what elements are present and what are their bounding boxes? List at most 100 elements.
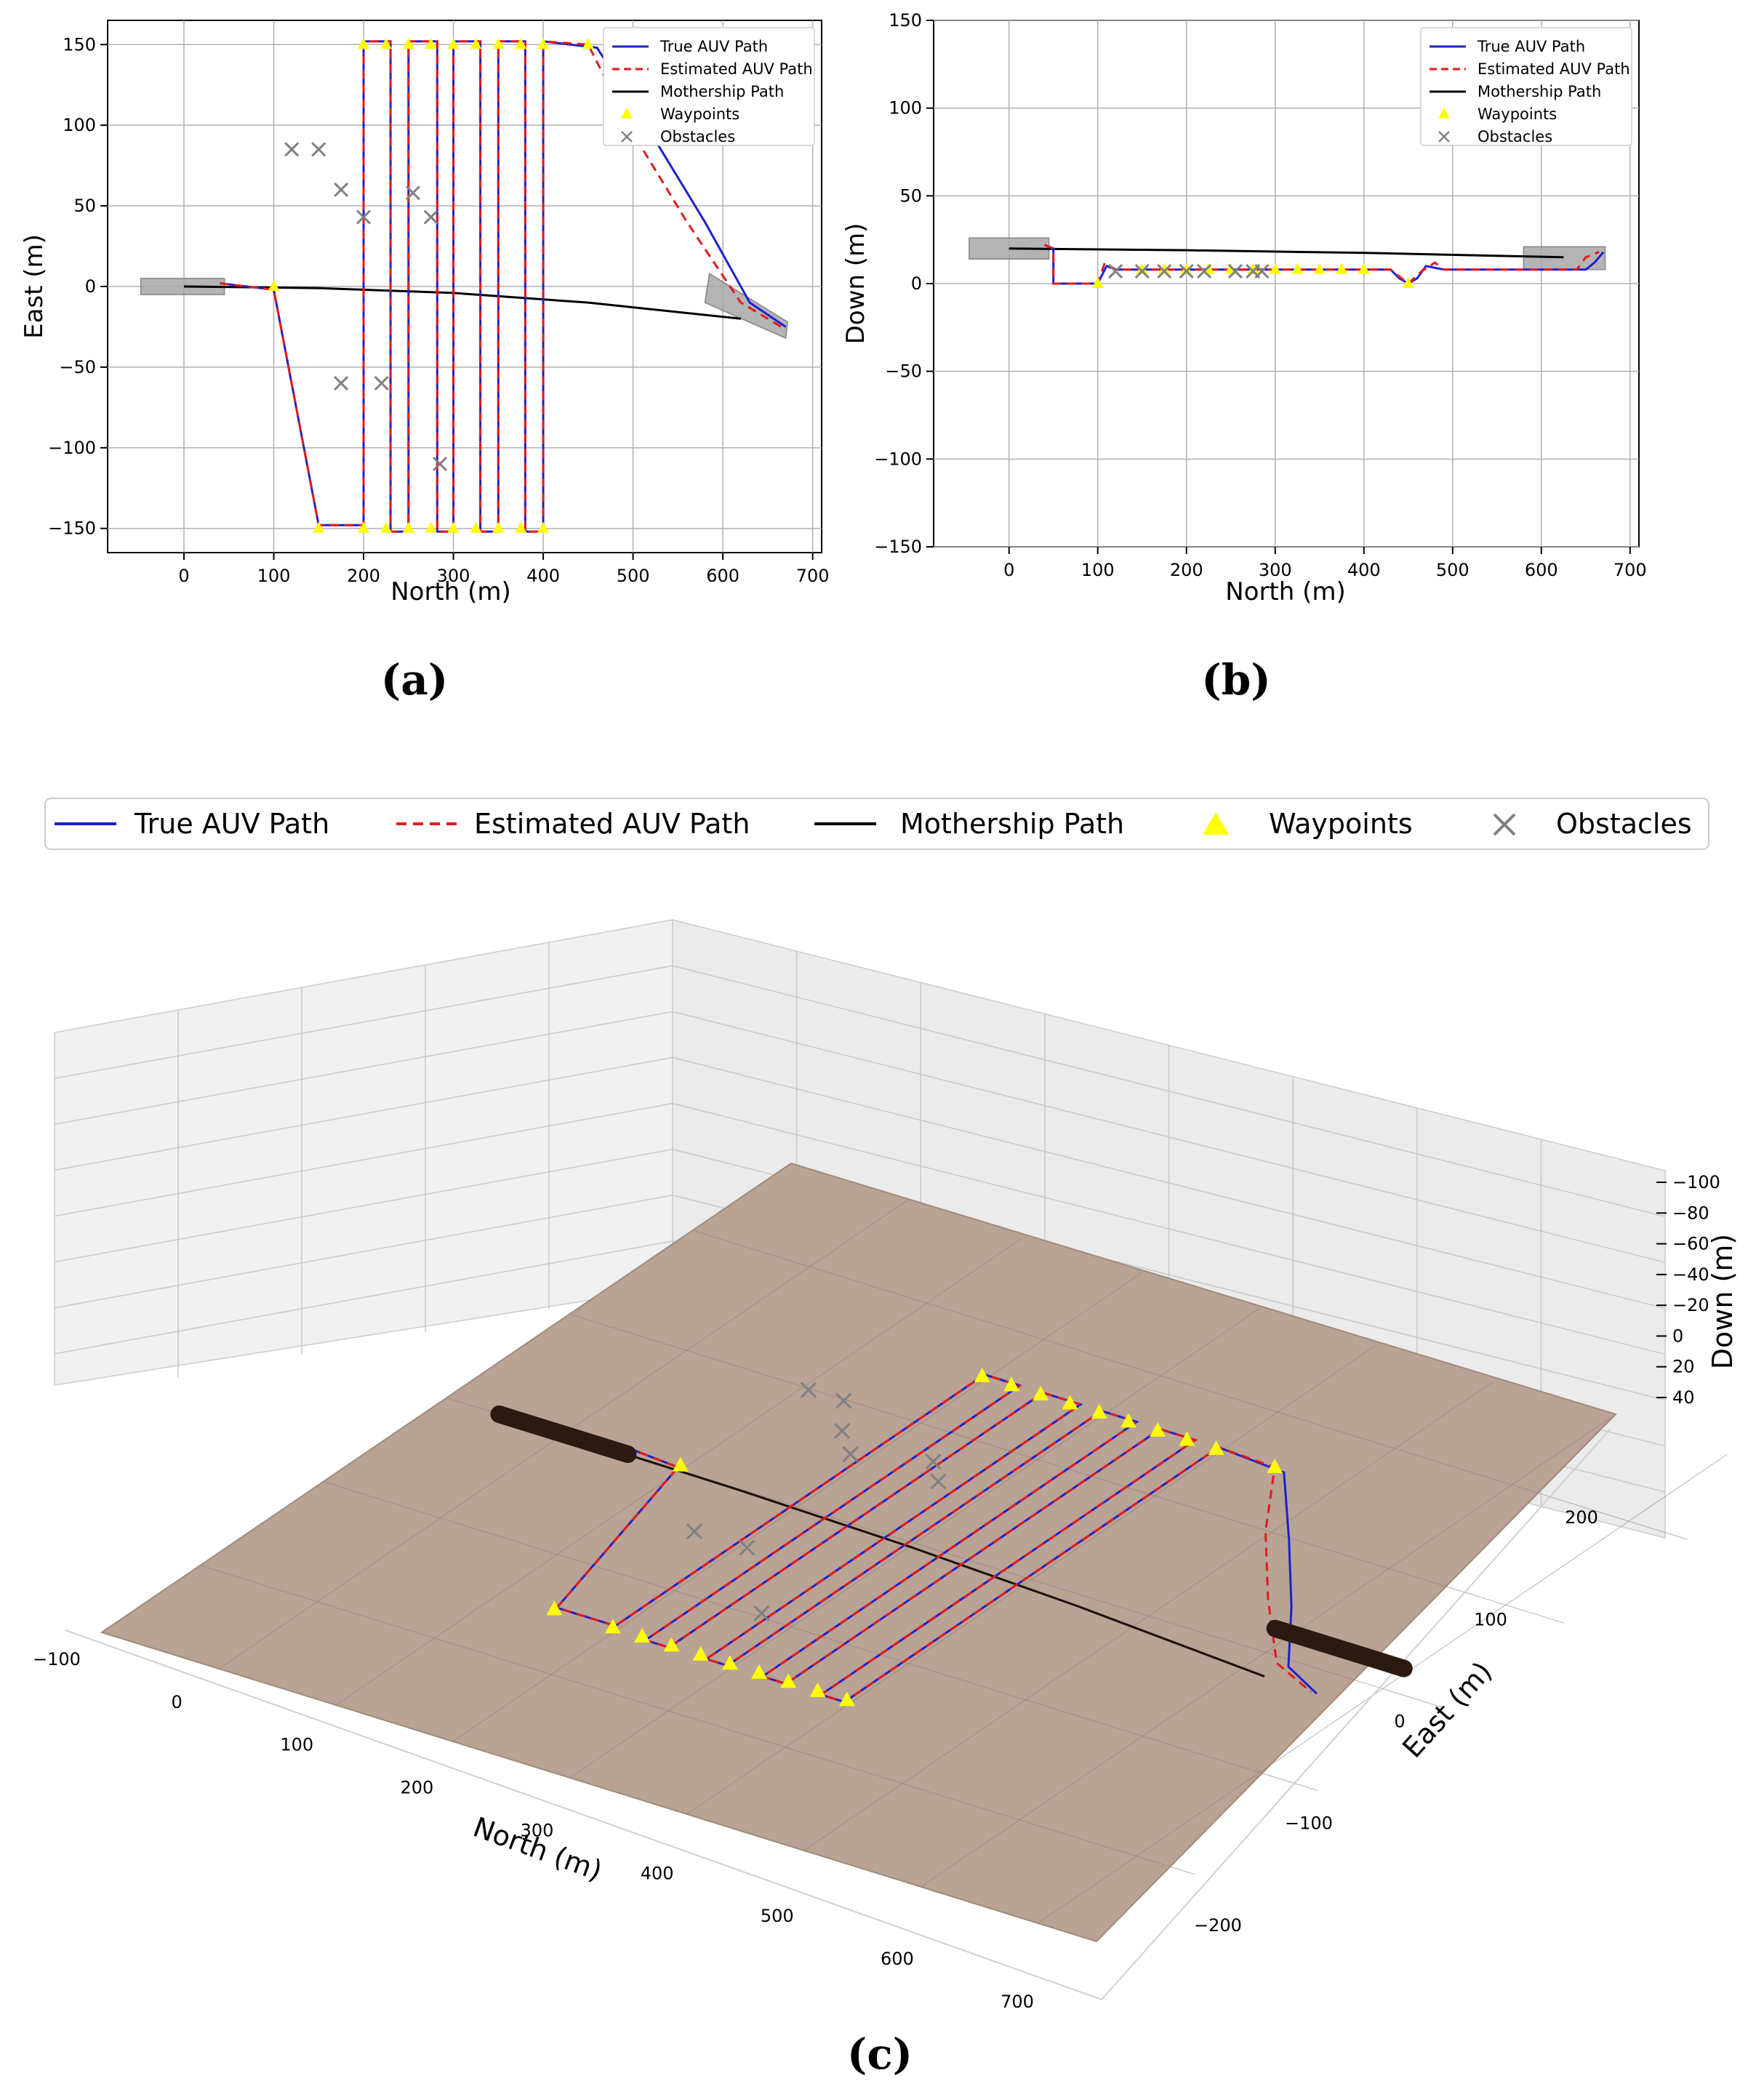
panel-b-waypoint bbox=[1269, 262, 1281, 274]
panel-b-waypoint bbox=[1180, 262, 1192, 274]
panel-a-waypoint bbox=[582, 38, 594, 49]
panel-b-xtick-label: 200 bbox=[1170, 560, 1203, 580]
panel-c-xtick-label: 700 bbox=[1001, 1992, 1034, 2012]
panel-c-pane-gridline bbox=[54, 1195, 673, 1309]
panel-c-waypoint bbox=[1033, 1385, 1049, 1400]
panel-b-mothership-hull bbox=[1523, 246, 1606, 270]
panel-c-floor-gridline-east bbox=[200, 1565, 1195, 1875]
panel-a-ytick-label: 0 bbox=[85, 276, 96, 297]
panel-c-obstacle bbox=[925, 1454, 942, 1470]
panel-a-waypoint bbox=[515, 521, 527, 533]
panel-c-pane-gridline bbox=[54, 1148, 673, 1263]
panel-c-xtick-label: 400 bbox=[641, 1863, 674, 1883]
panel-a-xtick-label: 100 bbox=[257, 566, 291, 586]
panel-a-waypoint bbox=[380, 521, 392, 533]
panel-b-series-estimated-auv-path bbox=[1043, 244, 1600, 285]
panel-c-waypoint bbox=[1179, 1431, 1195, 1446]
panel-c-legend-obs-label: Obstacles bbox=[1556, 808, 1692, 840]
panel-c-waypoint bbox=[546, 1600, 563, 1616]
panel-c-waypoint bbox=[809, 1682, 826, 1697]
panel-c-floor-edge bbox=[65, 1428, 1611, 2001]
panel-b-legend-wp-label: Waypoints bbox=[1478, 105, 1557, 123]
panel-a-legend-box bbox=[603, 27, 815, 146]
panel-c-xtick-label: 0 bbox=[171, 1692, 182, 1712]
panel-b-data bbox=[969, 237, 1606, 288]
panel-a-waypoint bbox=[492, 38, 505, 49]
panel-c-waypoint bbox=[721, 1655, 738, 1670]
panel-c-legend-est-label: Estimated AUV Path bbox=[474, 808, 750, 840]
panel-c-ytick-label: −200 bbox=[1194, 1915, 1242, 1936]
panel-a-xtick-label: 600 bbox=[706, 566, 739, 586]
panel-a-xtick-label: 0 bbox=[178, 566, 189, 586]
panel-a-ytick-label: 150 bbox=[63, 34, 96, 55]
panel-c-waypoint bbox=[751, 1664, 768, 1679]
panel-a-ytick-label: −100 bbox=[48, 438, 96, 458]
panel-c-pane-gridline bbox=[672, 1056, 1666, 1310]
panel-a-legend: True AUV Path Estimated AUV Path Mothershi… bbox=[603, 27, 815, 146]
panel-b-series-mothership-path bbox=[1009, 247, 1564, 259]
panel-c-waypoint bbox=[663, 1637, 680, 1652]
panel-c-waypoint bbox=[1150, 1422, 1166, 1437]
panel-a-ylabel: East (m) bbox=[20, 234, 49, 339]
panel-a-xtick-label: 300 bbox=[437, 566, 470, 586]
panel-c-mothership-hull bbox=[490, 1406, 637, 1463]
panel-b-legend-obs-swatch bbox=[1438, 131, 1450, 143]
panel-c-legend-box bbox=[44, 798, 1709, 850]
panel-c-legend-wp-swatch bbox=[1203, 812, 1229, 835]
panel-c-waypoint bbox=[604, 1619, 621, 1634]
panel-b-legend-wp-swatch bbox=[1438, 108, 1450, 119]
panel-b-xtick-label: 400 bbox=[1347, 560, 1381, 580]
panel-a-ytick-label: −150 bbox=[48, 518, 96, 539]
panel-b-ytick-label: −50 bbox=[885, 361, 922, 382]
panel-c-legend-moth-label: Mothership Path bbox=[900, 808, 1124, 840]
panel-c-obstacle bbox=[800, 1382, 817, 1398]
panel-b-legend-true-label: True AUV Path bbox=[1477, 38, 1585, 55]
panel-a-obstacle bbox=[334, 376, 349, 391]
panel-c-obstacle bbox=[835, 1392, 852, 1409]
panel-c-obstacle bbox=[930, 1473, 947, 1490]
panel-b-ylabel: Down (m) bbox=[841, 223, 870, 345]
panel-c-waypoint bbox=[1208, 1440, 1224, 1455]
panel-c-waypoint bbox=[838, 1691, 855, 1707]
panel-b-obstacle bbox=[1108, 264, 1123, 279]
panel-b-legend-est-label: Estimated AUV Path bbox=[1478, 60, 1630, 78]
panel-c-obstacle bbox=[753, 1605, 770, 1621]
panel-b-waypoint bbox=[1402, 277, 1414, 288]
panel-c-zlabel: Down (m) bbox=[1707, 1234, 1739, 1369]
panel-c-waypoint bbox=[672, 1456, 689, 1472]
panel-c-pane-gridline bbox=[54, 1240, 673, 1355]
panel-a-waypoint bbox=[358, 521, 370, 533]
panel-a-series-estimated-auv-path bbox=[220, 40, 782, 533]
panel-b-legend-box bbox=[1420, 27, 1632, 146]
panel-a-legend-est-label: Estimated AUV Path bbox=[660, 60, 813, 78]
panel-a-obstacle bbox=[374, 376, 389, 391]
panel-b-legend-moth-label: Mothership Path bbox=[1478, 83, 1601, 100]
panel-c-xtick-label: 100 bbox=[280, 1735, 313, 1755]
panel-c-legend-true-label: True AUV Path bbox=[134, 808, 329, 840]
panel-a-waypoint bbox=[402, 521, 414, 533]
panel-a-legend-obs-swatch bbox=[621, 131, 633, 143]
panel-b-ytick-label: −100 bbox=[874, 449, 922, 469]
panel-b-xtick-label: 100 bbox=[1081, 560, 1115, 580]
panel-c-legend-obs-swatch bbox=[1493, 813, 1516, 836]
panel-c-seabed bbox=[100, 1162, 1617, 1943]
panel-b-waypoint bbox=[1136, 262, 1148, 274]
panel-a-label: (a) bbox=[381, 655, 448, 705]
panel-c-ztick-label: 0 bbox=[1672, 1326, 1683, 1346]
panel-a-xtick-label: 200 bbox=[347, 566, 380, 586]
panel-a-ytick-label: 50 bbox=[73, 196, 96, 216]
panel-a-obstacle bbox=[284, 142, 300, 157]
panel-c-pane-gridline bbox=[54, 965, 673, 1079]
panel-b: 0 100 200 300 400 500 600 700 −150 −100 −50 0 50 100 1… bbox=[841, 10, 1647, 705]
panel-c-ytick-label: 100 bbox=[1474, 1609, 1507, 1629]
panel-a-obstacle bbox=[405, 185, 421, 201]
panel-a-waypoint bbox=[425, 521, 437, 533]
panel-c: −1000100200300400500600700−200−100010020… bbox=[33, 919, 1739, 2079]
panel-c-obstacle bbox=[834, 1422, 851, 1439]
panel-b-waypoint bbox=[1091, 277, 1104, 288]
panel-a-waypoint bbox=[470, 521, 482, 533]
panel-b-obstacle bbox=[1254, 264, 1270, 279]
panel-a-waypoint bbox=[380, 38, 392, 49]
panel-b-ytick-label: 150 bbox=[889, 10, 922, 31]
panel-c-ticks: −1000100200300400500600700−200−100010020… bbox=[33, 1172, 1720, 2012]
